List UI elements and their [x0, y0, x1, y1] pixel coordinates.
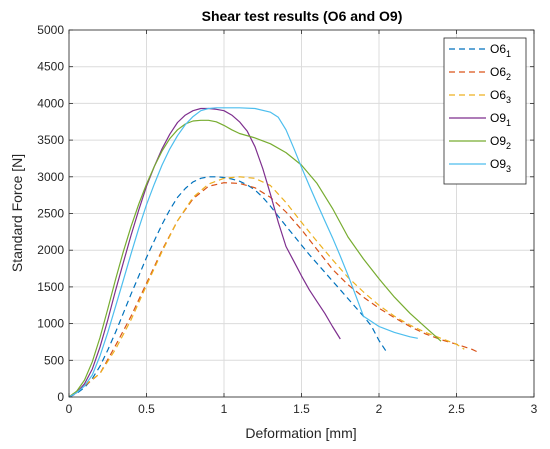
x-tick-label: 1	[221, 402, 228, 416]
series-line-o6-2	[68, 182, 481, 398]
y-tick-label: 3500	[37, 133, 64, 147]
legend-label: O92	[490, 134, 511, 151]
legend-label: O93	[490, 157, 511, 174]
legend-label: O63	[490, 88, 511, 105]
ticks	[68, 29, 535, 398]
series-line-o6-1	[68, 176, 388, 398]
y-tick-label: 4500	[37, 60, 64, 74]
series-line-o6-3	[68, 176, 465, 398]
x-tick-label: 0.5	[138, 402, 155, 416]
legend-label: O61	[490, 42, 511, 59]
x-axis-title: Deformation [mm]	[245, 425, 356, 441]
series-line-o9-3	[68, 107, 418, 398]
legend: O61 O62 O63 O91 O92 O93	[443, 37, 527, 185]
y-tick-label: 2000	[37, 243, 64, 257]
x-tick-label: 1.5	[293, 402, 310, 416]
x-tick-label: 3	[531, 402, 538, 416]
chart-title: Shear test results (O6 and O9)	[202, 8, 403, 24]
y-tick-label: 1000	[37, 317, 64, 331]
y-tick-label: 4000	[37, 96, 64, 110]
series-group	[68, 107, 481, 398]
y-tick-label: 5000	[37, 23, 64, 37]
y-tick-label: 2500	[37, 207, 64, 221]
y-tick-label: 500	[44, 353, 64, 367]
x-tick-label: 2	[376, 402, 383, 416]
x-tick-label: 2.5	[448, 402, 465, 416]
x-tick-labels: 0 0.5 1 1.5 2 2.5 3	[66, 402, 538, 416]
y-axis-title: Standard Force [N]	[9, 154, 25, 272]
y-tick-labels: 0 500 1000 1500 2000 2500 3000 3500 4000 4500 5000	[37, 23, 64, 404]
series-line-o9-2	[68, 119, 442, 398]
series-line-o9-1	[68, 107, 341, 398]
legend-label: O62	[490, 65, 511, 82]
y-tick-label: 0	[57, 390, 64, 404]
legend-items: O61 O62 O63 O91 O92 O93	[449, 42, 511, 174]
x-tick-label: 0	[66, 402, 73, 416]
legend-label: O91	[490, 111, 511, 128]
legend-box	[443, 37, 527, 185]
y-tick-label: 1500	[37, 280, 64, 294]
y-tick-label: 3000	[37, 170, 64, 184]
